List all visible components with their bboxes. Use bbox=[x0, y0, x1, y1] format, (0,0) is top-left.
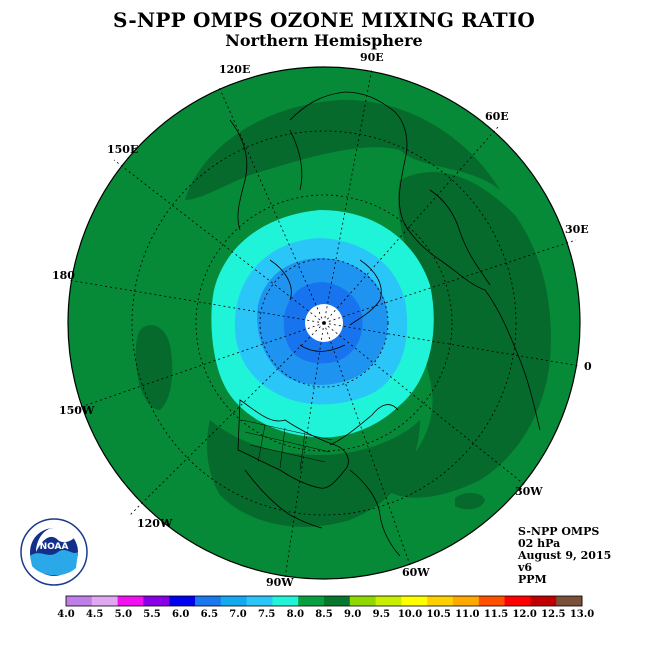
lon-label-180: 180 bbox=[52, 269, 75, 282]
colorbar-swatch bbox=[91, 596, 119, 606]
ozone-region-high bbox=[207, 420, 420, 527]
lon-label-0: 0 bbox=[584, 360, 592, 373]
info-instrument: S-NPP OMPS bbox=[518, 525, 600, 538]
lon-label-90w: 90W bbox=[266, 576, 294, 589]
colorbar-swatch bbox=[195, 596, 222, 606]
ozone-region-high bbox=[185, 99, 500, 200]
colorbar-label: 8.0 bbox=[286, 609, 305, 620]
noaa-logo: NOAA bbox=[20, 518, 88, 586]
info-date: August 9, 2015 bbox=[518, 549, 612, 562]
noaa-logo-text: NOAA bbox=[40, 542, 69, 552]
colorbar-swatch bbox=[272, 596, 299, 606]
lon-label-90e: 90E bbox=[360, 51, 384, 64]
colorbar-label: 7.0 bbox=[229, 609, 247, 620]
colorbar-label: 8.5 bbox=[315, 609, 333, 620]
colorbar-label: 10.5 bbox=[426, 609, 451, 620]
lon-label-60w: 60W bbox=[402, 566, 430, 579]
colorbar-swatch bbox=[324, 596, 351, 606]
colorbar-label: 9.0 bbox=[343, 609, 362, 620]
colorbar-border bbox=[65, 595, 583, 607]
colorbar-swatch bbox=[504, 596, 531, 606]
info-units: PPM bbox=[518, 573, 547, 586]
colorbar-swatch bbox=[349, 596, 377, 606]
lon-label-120e: 120E bbox=[219, 63, 250, 76]
chart-subtitle: Northern Hemisphere bbox=[225, 31, 423, 50]
colorbar-swatch bbox=[530, 596, 557, 606]
colorbar-label: 4.5 bbox=[85, 609, 104, 620]
colorbar-swatch bbox=[298, 596, 325, 606]
colorbar-label: 11.5 bbox=[483, 609, 509, 620]
lon-label-150w: 150W bbox=[59, 404, 95, 417]
colorbar-swatch bbox=[246, 596, 273, 606]
colorbar-label: 10.0 bbox=[397, 609, 423, 620]
graticule bbox=[67, 67, 581, 579]
colorbar-swatch bbox=[220, 596, 248, 606]
ozone-region-high bbox=[135, 325, 173, 410]
ozone-region-high bbox=[455, 492, 485, 510]
colorbar-label: 4.0 bbox=[57, 609, 75, 620]
colorbar-label: 6.5 bbox=[200, 609, 219, 620]
lon-label-120w: 120W bbox=[137, 517, 173, 530]
state-boundaries bbox=[241, 419, 333, 471]
colorbar-swatch bbox=[556, 596, 583, 606]
lon-label-30e: 30E bbox=[565, 223, 589, 236]
lon-label-150e: 150E bbox=[107, 143, 138, 156]
colorbar-swatch bbox=[117, 596, 144, 606]
map-border bbox=[67, 66, 581, 580]
lon-label-30w: 30W bbox=[515, 485, 543, 498]
colorbar-swatch bbox=[427, 596, 454, 606]
info-level: 02 hPa bbox=[518, 537, 561, 550]
colorbar-label: 5.0 bbox=[114, 609, 133, 620]
colorbar-label: 6.0 bbox=[171, 609, 190, 620]
colorbar-label: 12.0 bbox=[512, 609, 537, 620]
info-version: v6 bbox=[518, 561, 533, 574]
colorbar bbox=[65, 595, 583, 607]
colorbar-swatch bbox=[478, 596, 506, 606]
colorbar-label: 13.0 bbox=[569, 609, 595, 620]
ozone-region-high bbox=[380, 172, 551, 498]
coastlines bbox=[229, 91, 541, 557]
colorbar-label: 5.5 bbox=[143, 609, 161, 620]
colorbar-swatch bbox=[169, 596, 196, 606]
colorbar-label: 12.5 bbox=[541, 609, 566, 620]
colorbar-swatch bbox=[453, 596, 480, 606]
colorbar-swatch bbox=[375, 596, 402, 606]
colorbar-swatch bbox=[401, 596, 428, 606]
lon-label-60e: 60E bbox=[485, 110, 509, 123]
colorbar-label: 7.5 bbox=[257, 609, 276, 620]
colorbar-label: 9.5 bbox=[372, 609, 391, 620]
colorbar-label: 11.0 bbox=[455, 609, 480, 620]
colorbar-swatch bbox=[143, 596, 170, 606]
colorbar-swatch bbox=[66, 596, 93, 606]
chart-title: S-NPP OMPS OZONE MIXING RATIO bbox=[113, 8, 535, 32]
